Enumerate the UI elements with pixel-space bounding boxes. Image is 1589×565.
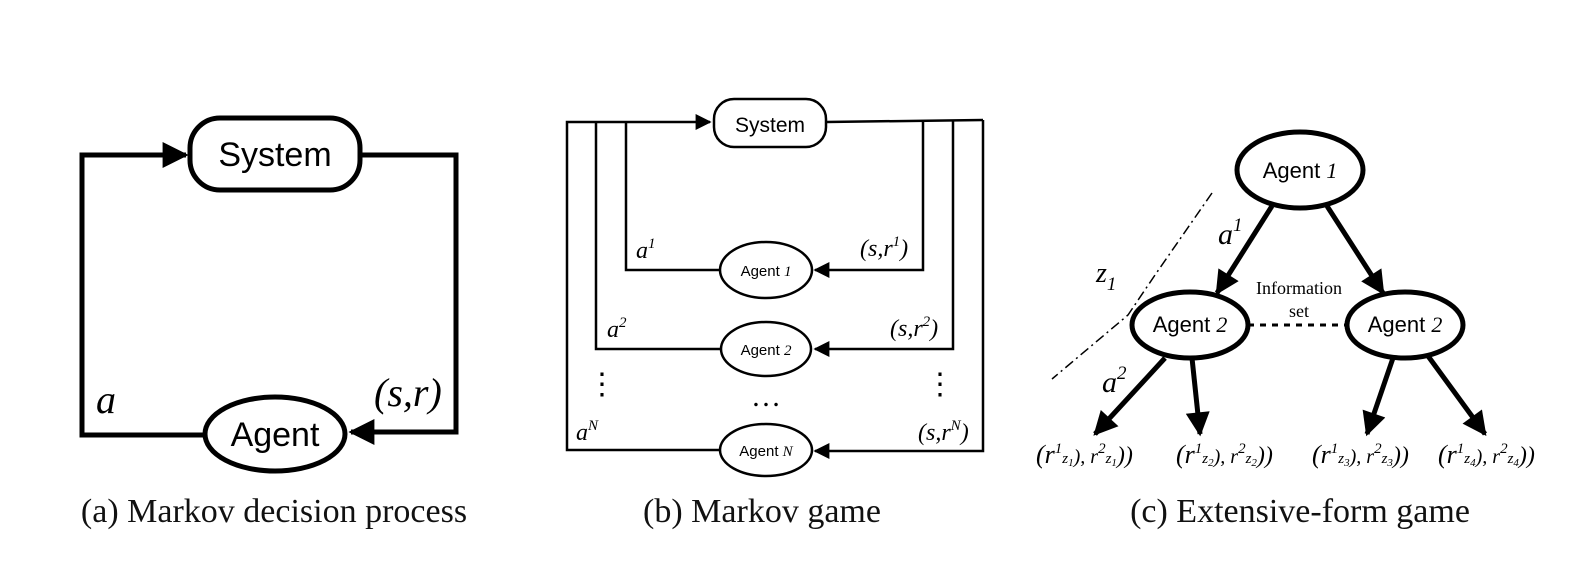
efg-a2-label: a2 xyxy=(1102,363,1127,399)
mdp-agent-label: Agent xyxy=(231,416,320,454)
efg-leaf-3: (r1z3), r2z3)) xyxy=(1312,440,1409,469)
efg-leaf-1: (r1z1), r2z1)) xyxy=(1036,440,1133,469)
efg-edge-left-leaf2 xyxy=(1185,357,1210,437)
efg-edge-root-right xyxy=(1324,204,1386,296)
mg-action-wire-2 xyxy=(594,122,722,351)
efg-root-node xyxy=(1234,129,1366,211)
mg-feedback-2-label: (s,r2) xyxy=(890,314,938,342)
mg-action-1-label: a1 xyxy=(636,236,656,264)
efg-right-label: Agent 2 xyxy=(1368,312,1443,337)
mdp-action-label: a xyxy=(96,377,116,422)
mg-agent-1-label: Agent 1 xyxy=(741,263,792,280)
mg-agent-n-node xyxy=(718,422,814,478)
mg-feedback-wire-2 xyxy=(813,120,955,357)
mg-feedback-n-label: (s,rN) xyxy=(918,418,969,446)
efg-info-set-line2: set xyxy=(1289,301,1309,321)
mdp-feedback-label: (s,r) xyxy=(374,370,442,415)
mg-feedback-wire-1 xyxy=(813,121,925,278)
mg-feedback-wire-top xyxy=(825,118,984,124)
efg-info-set-line1: Information xyxy=(1256,278,1342,298)
mg-agent-n-label: Agent N xyxy=(739,443,793,460)
mg-agent-2-node xyxy=(719,320,813,378)
efg-edge-left-leaf1 xyxy=(1093,356,1167,436)
mg-feedback-1-label: (s,r1) xyxy=(860,234,908,262)
efg-leaf-4: (r1z4), r2z4)) xyxy=(1438,440,1535,469)
mg-vertical-dots-left: ⋮ xyxy=(587,368,617,401)
mg-system-label: System xyxy=(735,114,805,137)
mg-action-wire-N xyxy=(565,114,722,452)
caption-a: (a) Markov decision process xyxy=(81,493,467,530)
mdp-system-label: System xyxy=(218,136,331,174)
efg-a1-label: a1 xyxy=(1218,215,1243,251)
efg-edge-right-leaf4 xyxy=(1425,354,1488,436)
panel-a: System Agent a (s,r) (a) Markov decision… xyxy=(79,115,467,530)
efg-left-node xyxy=(1129,289,1251,361)
efg-z1-divider xyxy=(1051,192,1213,380)
mg-agent-1-node xyxy=(718,240,814,300)
efg-right-node xyxy=(1344,289,1466,361)
mg-action-2-label: a2 xyxy=(607,315,627,343)
mg-vertical-dots-right: ⋮ xyxy=(925,368,955,401)
efg-root-label: Agent 1 xyxy=(1263,158,1338,183)
efg-left-label: Agent 2 xyxy=(1153,312,1228,337)
mdp-agent-node xyxy=(202,394,348,474)
panel-b: System Agent 1 a1 (s,r1) Agent 2 a2 (s,r… xyxy=(565,97,985,530)
efg-z1-label: z1 xyxy=(1095,258,1116,295)
efg-leaf-2: (r1z2), r2z2)) xyxy=(1176,440,1273,469)
mg-system-node xyxy=(712,97,828,149)
panel-c: Agent 1 Agent 2 Agent 2 Information set … xyxy=(1036,129,1535,530)
efg-edge-right-leaf3 xyxy=(1362,357,1396,437)
efg-edge-root-left xyxy=(1214,204,1275,296)
mg-agent-2-label: Agent 2 xyxy=(741,342,792,359)
mdp-action-wire xyxy=(79,142,205,438)
caption-c: (c) Extensive-form game xyxy=(1130,493,1470,530)
mg-horizontal-dots: … xyxy=(751,380,781,413)
mdp-system-node xyxy=(187,115,363,193)
mdp-feedback-wire xyxy=(348,152,459,445)
mg-action-n-label: aN xyxy=(576,418,599,446)
caption-b: (b) Markov game xyxy=(643,493,881,530)
mg-action-wire-1 xyxy=(624,122,719,272)
mg-feedback-wire-N xyxy=(813,120,985,459)
